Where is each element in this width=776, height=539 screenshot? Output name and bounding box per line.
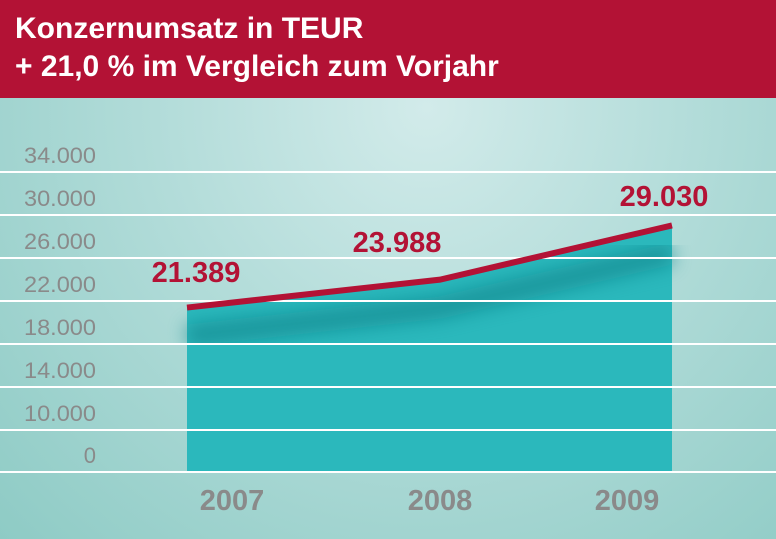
y-tick-label: 26.000: [24, 229, 96, 254]
data-label: 29.030: [620, 181, 709, 213]
series-line: [186, 222, 673, 311]
y-tick-label: 10.000: [24, 401, 96, 426]
data-label: 23.988: [353, 227, 442, 259]
line-shadow: [185, 242, 675, 347]
y-tick-label: 30.000: [24, 186, 96, 211]
header: Konzernumsatz in TEUR + 21,0 % im Vergle…: [0, 0, 776, 98]
data-label: 21.389: [152, 257, 241, 289]
x-tick-label: 2008: [408, 485, 473, 517]
chart-title: Konzernumsatz in TEUR: [15, 12, 364, 45]
x-tick-label: 2009: [595, 485, 660, 517]
y-tick-label: 18.000: [24, 315, 96, 340]
y-tick-label: 34.000: [24, 143, 96, 168]
y-tick-label: 14.000: [24, 358, 96, 383]
chart-subtitle: + 21,0 % im Vergleich zum Vorjahr: [15, 50, 499, 83]
x-tick-label: 2007: [200, 485, 265, 517]
y-tick-label: 22.000: [24, 272, 96, 297]
y-tick-label: 0: [84, 443, 96, 468]
